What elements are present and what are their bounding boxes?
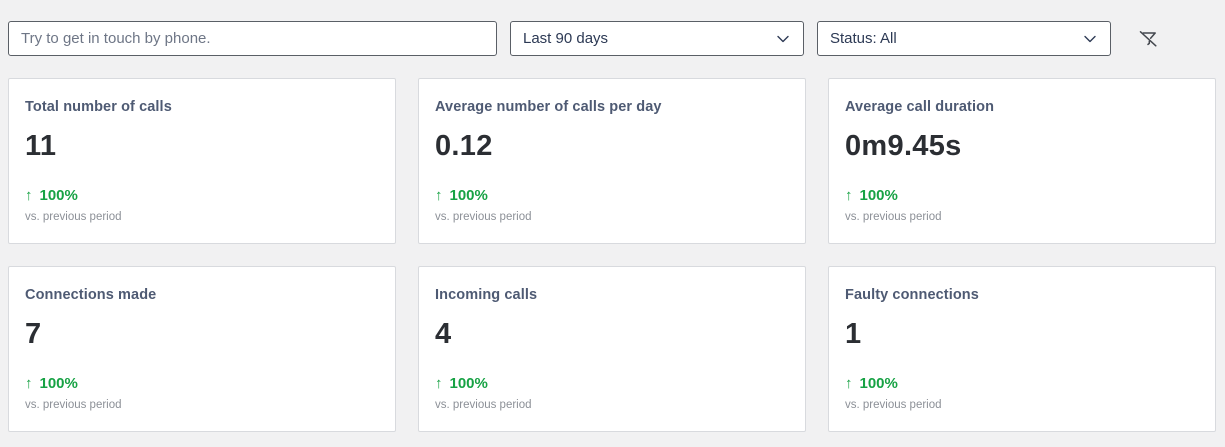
card-change: ↑ 100% xyxy=(845,375,1199,392)
card-value: 7 xyxy=(25,318,42,350)
card-value: 4 xyxy=(435,318,452,350)
card-change: ↑ 100% xyxy=(435,187,789,204)
change-percent: 100% xyxy=(859,375,898,392)
card-change: ↑ 100% xyxy=(25,187,379,204)
card-title: Incoming calls xyxy=(435,287,538,303)
kpi-card-grid: Total number of calls 11 ↑ 100% vs. prev… xyxy=(8,78,1216,432)
compare-label: vs. previous period xyxy=(25,399,122,411)
chevron-down-icon xyxy=(1082,31,1098,47)
compare-label: vs. previous period xyxy=(435,211,532,223)
card-value: 1 xyxy=(845,318,862,350)
card-value: 0.12 xyxy=(435,130,493,162)
card-avg-calls-per-day: Average number of calls per day 0.12 ↑ 1… xyxy=(418,78,806,244)
clear-filters-button[interactable] xyxy=(1131,22,1165,56)
card-change: ↑ 100% xyxy=(25,375,379,392)
change-percent: 100% xyxy=(39,187,78,204)
trend-up-arrow-icon: ↑ xyxy=(435,375,443,392)
change-percent: 100% xyxy=(449,187,488,204)
trend-up-arrow-icon: ↑ xyxy=(845,375,853,392)
card-incoming-calls: Incoming calls 4 ↑ 100% vs. previous per… xyxy=(418,266,806,432)
card-value: 0m9.45s xyxy=(845,130,962,162)
card-title: Average number of calls per day xyxy=(435,99,662,115)
card-connections-made: Connections made 7 ↑ 100% vs. previous p… xyxy=(8,266,396,432)
trend-up-arrow-icon: ↑ xyxy=(435,187,443,204)
trend-up-arrow-icon: ↑ xyxy=(845,187,853,204)
card-avg-call-duration: Average call duration 0m9.45s ↑ 100% vs.… xyxy=(828,78,1216,244)
change-percent: 100% xyxy=(39,375,78,392)
search-input[interactable] xyxy=(8,21,497,56)
change-percent: 100% xyxy=(859,187,898,204)
change-percent: 100% xyxy=(449,375,488,392)
period-select-value: Last 90 days xyxy=(523,30,609,47)
card-change: ↑ 100% xyxy=(845,187,1199,204)
period-select[interactable]: Last 90 days xyxy=(510,21,804,56)
card-total-calls: Total number of calls 11 ↑ 100% vs. prev… xyxy=(8,78,396,244)
compare-label: vs. previous period xyxy=(845,399,942,411)
card-title: Average call duration xyxy=(845,99,995,115)
compare-label: vs. previous period xyxy=(25,211,122,223)
card-value: 11 xyxy=(25,130,57,162)
filter-off-icon xyxy=(1136,27,1160,51)
status-select-value: Status: All xyxy=(830,30,897,47)
compare-label: vs. previous period xyxy=(845,211,942,223)
compare-label: vs. previous period xyxy=(435,399,532,411)
trend-up-arrow-icon: ↑ xyxy=(25,187,33,204)
chevron-down-icon xyxy=(775,31,791,47)
card-faulty-connections: Faulty connections 1 ↑ 100% vs. previous… xyxy=(828,266,1216,432)
card-title: Connections made xyxy=(25,287,157,303)
card-title: Faulty connections xyxy=(845,287,979,303)
card-change: ↑ 100% xyxy=(435,375,789,392)
trend-up-arrow-icon: ↑ xyxy=(25,375,33,392)
card-title: Total number of calls xyxy=(25,99,172,115)
status-select[interactable]: Status: All xyxy=(817,21,1111,56)
filter-bar: Last 90 days Status: All xyxy=(8,21,1216,56)
